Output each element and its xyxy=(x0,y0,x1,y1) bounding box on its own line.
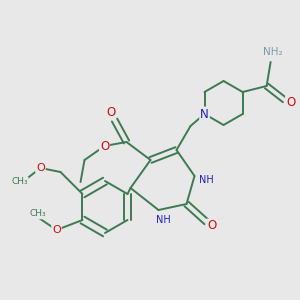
Text: CH₃: CH₃ xyxy=(29,209,46,218)
Text: NH: NH xyxy=(199,175,214,185)
Text: O: O xyxy=(100,140,109,152)
Text: CH₃: CH₃ xyxy=(11,178,28,187)
Text: O: O xyxy=(207,220,216,232)
Text: O: O xyxy=(52,225,61,235)
Text: O: O xyxy=(36,163,45,173)
Text: NH: NH xyxy=(156,215,171,225)
Text: O: O xyxy=(286,95,295,109)
Text: NH₂: NH₂ xyxy=(263,47,282,57)
Text: N: N xyxy=(200,107,209,121)
Text: O: O xyxy=(106,106,115,118)
